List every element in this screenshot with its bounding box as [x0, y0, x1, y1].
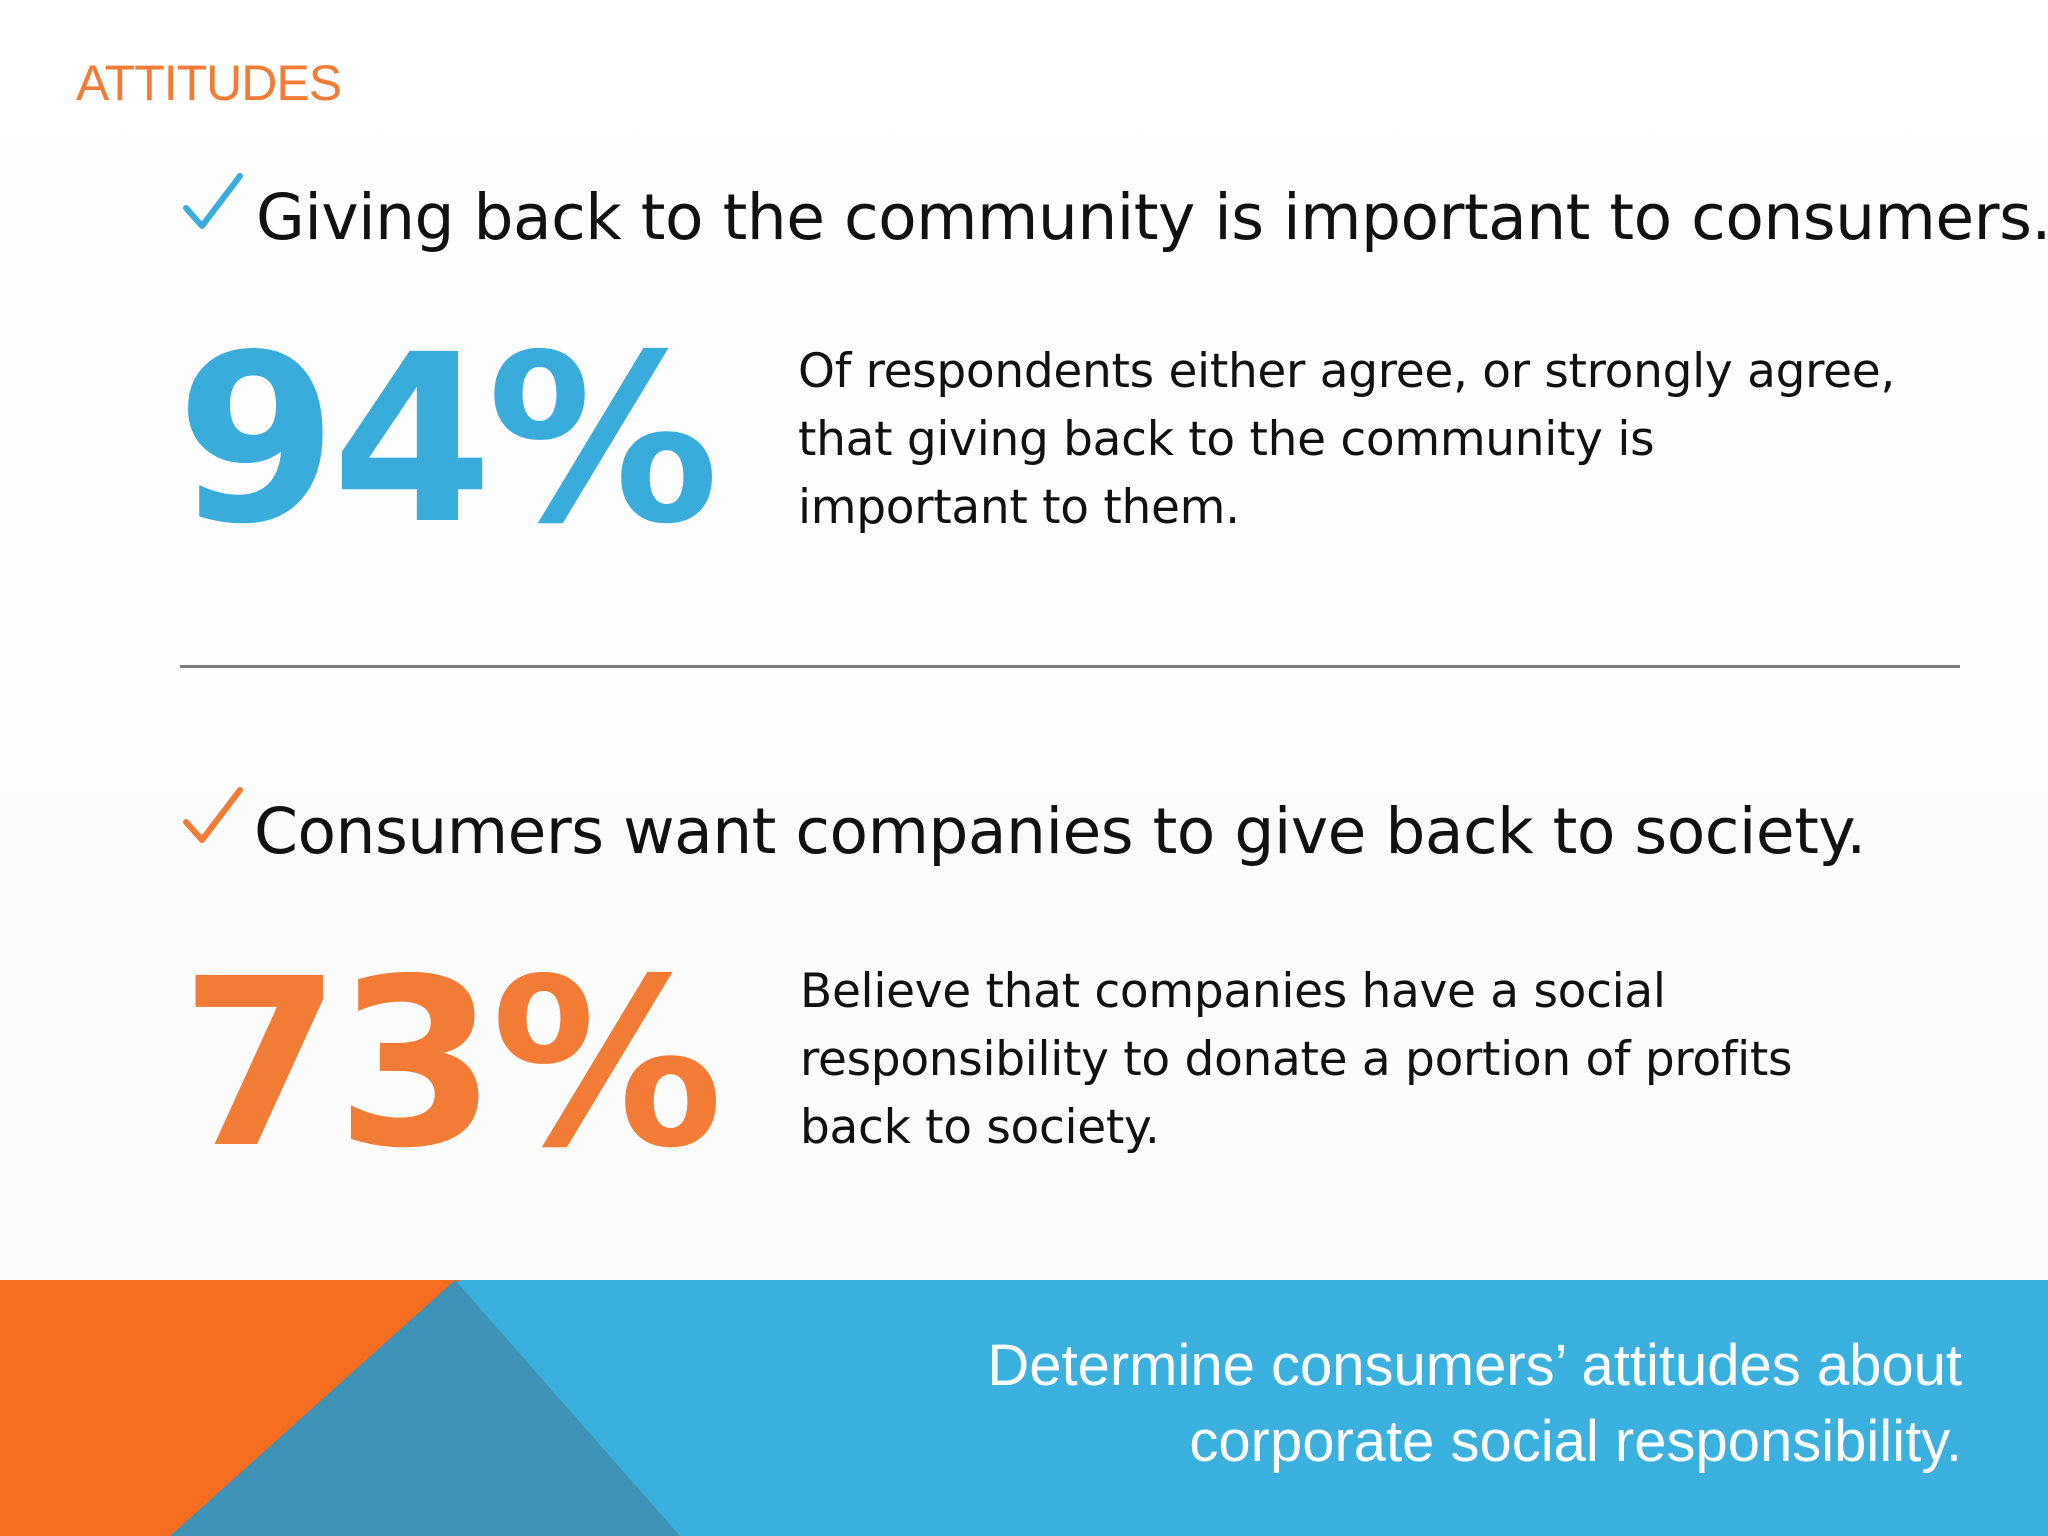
footer-band — [0, 1280, 2048, 1536]
headline-companies: Consumers want companies to give back to… — [254, 795, 1866, 868]
divider-line — [180, 665, 1960, 668]
footer-caption: Determine consumers’ attitudes about cor… — [562, 1328, 1962, 1480]
footer-caption-line2: corporate social responsibility. — [1189, 1409, 1962, 1474]
stat-description-companies: Believe that companies have a social res… — [800, 964, 1793, 1155]
stat-description-community: Of respondents either agree, or strongly… — [798, 344, 1895, 535]
footer-orange-triangle — [0, 1280, 460, 1536]
footer-caption-line1: Determine consumers’ attitudes about — [987, 1333, 1962, 1398]
check-icon — [182, 172, 244, 234]
headline-community: Giving back to the community is importan… — [256, 181, 2048, 254]
slide-background — [0, 0, 2048, 1280]
check-icon — [182, 786, 244, 848]
section-label: ATTITUDES — [76, 55, 342, 111]
stat-94-percent: 94% — [176, 305, 719, 575]
footer-dark-triangle — [170, 1280, 680, 1536]
stat-73-percent: 73% — [180, 929, 723, 1199]
